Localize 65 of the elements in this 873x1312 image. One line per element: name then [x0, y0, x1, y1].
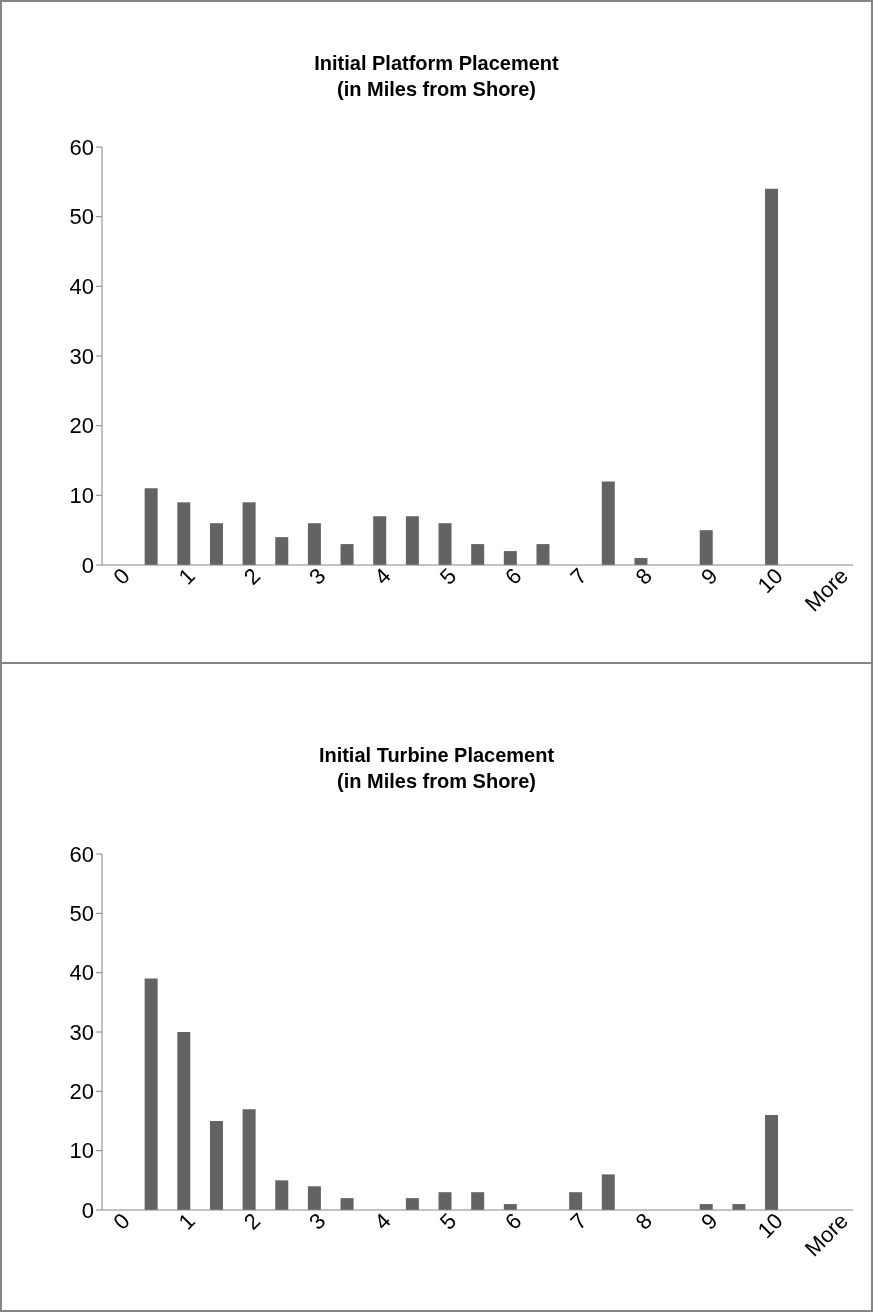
bar: [177, 1032, 191, 1210]
bar: [242, 1109, 256, 1210]
bar: [340, 544, 354, 565]
bar: [209, 1121, 223, 1210]
y-tick-label: 40: [69, 274, 94, 300]
x-tick-label: 5: [434, 1208, 462, 1235]
chart-title: Initial Turbine Placement (in Miles from Shore): [317, 743, 556, 794]
bar: [373, 516, 387, 565]
y-tick-label: 30: [69, 1019, 94, 1045]
bar: [438, 523, 452, 565]
bar: [765, 1115, 779, 1210]
bar: [405, 1198, 419, 1210]
bar: [765, 188, 779, 565]
bar: [144, 488, 158, 565]
bar: [569, 1192, 583, 1210]
x-tick-label: 6: [500, 563, 527, 590]
y-tick-label: 60: [69, 841, 94, 867]
bar: [242, 502, 256, 565]
x-tick-label: 9: [695, 1208, 723, 1235]
bar: [699, 530, 713, 565]
x-tick-label: 2: [238, 563, 266, 590]
x-tick-label: 1: [173, 1208, 200, 1235]
x-tick-label: 8: [630, 563, 658, 590]
bar: [209, 523, 223, 565]
y-tick-label: 10: [69, 1138, 94, 1164]
x-tick-label: 0: [108, 563, 135, 590]
y-tick-label: 40: [69, 960, 94, 986]
y-tick-label: 20: [69, 1079, 94, 1105]
y-tick-label: 10: [69, 483, 94, 509]
x-tick-label: 10: [752, 563, 788, 599]
bar: [177, 502, 191, 565]
y-tick-label: 60: [69, 134, 94, 160]
bar: [307, 1186, 321, 1210]
x-tick-label: 6: [500, 1208, 527, 1235]
x-tick-label: 1: [173, 563, 200, 590]
bar: [405, 516, 419, 565]
y-tick-label: 50: [69, 204, 94, 230]
bar: [503, 551, 517, 565]
bar: [536, 544, 550, 565]
x-tick-label: 3: [304, 563, 331, 590]
x-tick-label: 7: [565, 1208, 592, 1235]
bar: [438, 1192, 452, 1210]
x-tick-label: 8: [630, 1208, 658, 1235]
bar: [471, 544, 485, 565]
y-tick-label: 20: [69, 413, 94, 439]
bar: [340, 1198, 354, 1210]
bar: [275, 1180, 289, 1210]
chart-title: Initial Platform Placement (in Miles from Shore): [313, 51, 560, 102]
bar: [307, 523, 321, 565]
x-tick-label: 5: [434, 563, 462, 590]
x-tick-label: 7: [565, 563, 592, 590]
bar: [275, 537, 289, 565]
x-tick-label: 9: [695, 563, 723, 590]
bar: [601, 1174, 615, 1210]
y-tick-label: 30: [69, 343, 94, 369]
bar: [601, 481, 615, 565]
bar: [471, 1192, 485, 1210]
x-tick-label: 4: [369, 563, 396, 590]
y-tick-label: 50: [69, 901, 94, 927]
x-tick-label: 2: [238, 1208, 266, 1235]
x-tick-label: 4: [369, 1208, 396, 1235]
x-tick-label: 10: [752, 1208, 788, 1244]
x-tick-label: 0: [108, 1208, 135, 1235]
x-tick-label: 3: [304, 1208, 331, 1235]
bar: [144, 978, 158, 1210]
